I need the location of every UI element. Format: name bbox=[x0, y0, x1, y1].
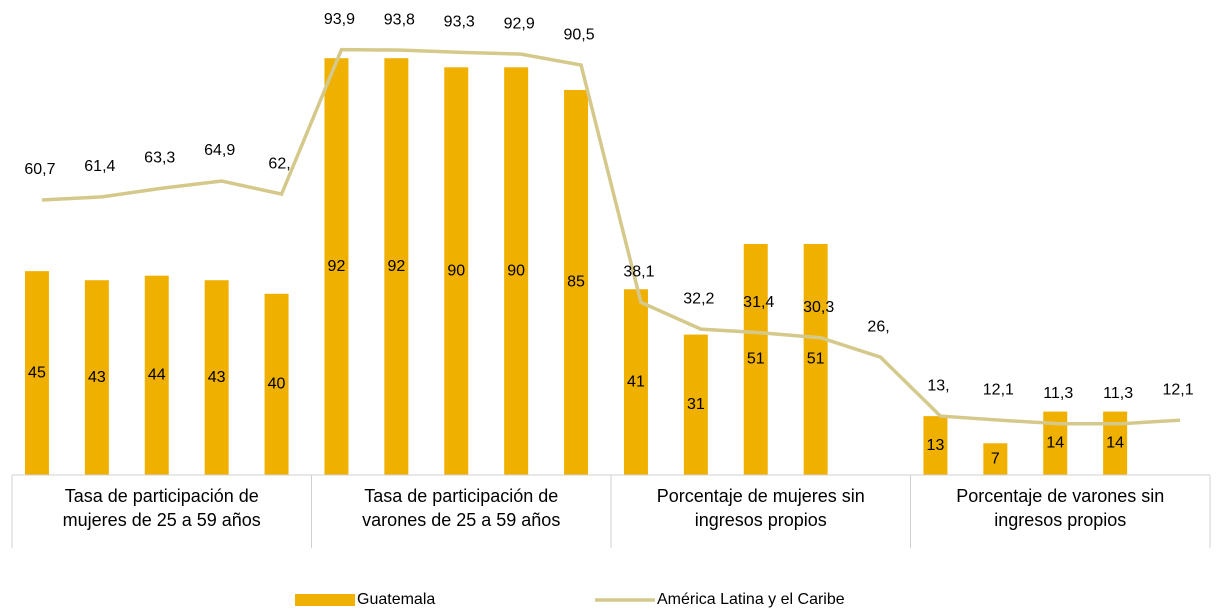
legend-label: Guatemala bbox=[357, 591, 435, 608]
bar-label: 7 bbox=[991, 450, 1000, 467]
bar-label: 14 bbox=[1106, 435, 1124, 452]
bar-label: 92 bbox=[328, 258, 346, 275]
bar-label: 44 bbox=[148, 367, 166, 384]
line-label: 11,3 bbox=[1103, 385, 1133, 402]
line-label: 13, bbox=[927, 377, 949, 394]
bar-label: 13 bbox=[927, 437, 945, 454]
bar bbox=[803, 243, 828, 475]
line-label: 90,5 bbox=[563, 26, 594, 43]
bar bbox=[84, 280, 109, 475]
bar bbox=[384, 58, 409, 476]
bar-label: 43 bbox=[88, 369, 106, 386]
line-label: 12,1 bbox=[1162, 381, 1193, 398]
line-label: 30,3 bbox=[803, 299, 834, 316]
line-label: 31,4 bbox=[743, 294, 774, 311]
line-label: 63,3 bbox=[144, 149, 175, 166]
line-label: 61,4 bbox=[84, 158, 115, 175]
bar bbox=[144, 275, 169, 475]
line-label: 93,9 bbox=[324, 11, 355, 28]
bar-label: 85 bbox=[567, 274, 585, 291]
bar-label: 45 bbox=[28, 364, 46, 381]
bar bbox=[504, 67, 529, 476]
bar-label: 40 bbox=[268, 376, 286, 393]
bar-label: 14 bbox=[1046, 435, 1064, 452]
bar-label: 31 bbox=[687, 396, 705, 413]
line bbox=[41, 47, 1181, 426]
bar bbox=[24, 271, 49, 475]
group-label: Porcentaje de varones sin ingresos propi… bbox=[956, 486, 1165, 530]
bar-label: 41 bbox=[627, 373, 645, 390]
bar bbox=[923, 416, 948, 475]
group-label: Tasa de participación de mujeres de 25 a… bbox=[62, 486, 261, 530]
line-label: 38,1 bbox=[623, 264, 654, 281]
line-label: 32,2 bbox=[683, 290, 714, 307]
bar bbox=[264, 293, 289, 475]
line-label: 92,9 bbox=[504, 15, 535, 32]
line-label: 93,3 bbox=[444, 14, 475, 31]
line-label: 26, bbox=[867, 318, 889, 335]
bar-label: 90 bbox=[507, 262, 525, 279]
legend-swatch bbox=[295, 594, 355, 606]
line-label: 64,9 bbox=[204, 142, 235, 159]
line-label: 11,3 bbox=[1043, 385, 1073, 402]
bar bbox=[623, 289, 648, 475]
bar bbox=[324, 58, 349, 476]
bar-label: 92 bbox=[387, 258, 405, 275]
legend-label: América Latina y el Caribe bbox=[657, 591, 845, 608]
line-label: 12,1 bbox=[983, 381, 1014, 398]
bar-label: 43 bbox=[208, 369, 226, 386]
bar bbox=[683, 334, 708, 475]
group-label: Tasa de participación de varones de 25 a… bbox=[362, 486, 561, 530]
line-label: 62, bbox=[268, 155, 290, 172]
bar-label: 51 bbox=[807, 351, 825, 368]
line-label: 93,8 bbox=[384, 11, 415, 28]
bar-label: 51 bbox=[747, 351, 765, 368]
line-label: 60,7 bbox=[24, 161, 55, 178]
bar bbox=[983, 443, 1008, 475]
bar bbox=[743, 243, 768, 475]
group-label: Porcentaje de mujeres sin ingresos propi… bbox=[656, 486, 865, 530]
bar bbox=[564, 89, 589, 475]
bar bbox=[204, 280, 229, 475]
bar-label: 90 bbox=[447, 262, 465, 279]
bar bbox=[444, 67, 469, 476]
